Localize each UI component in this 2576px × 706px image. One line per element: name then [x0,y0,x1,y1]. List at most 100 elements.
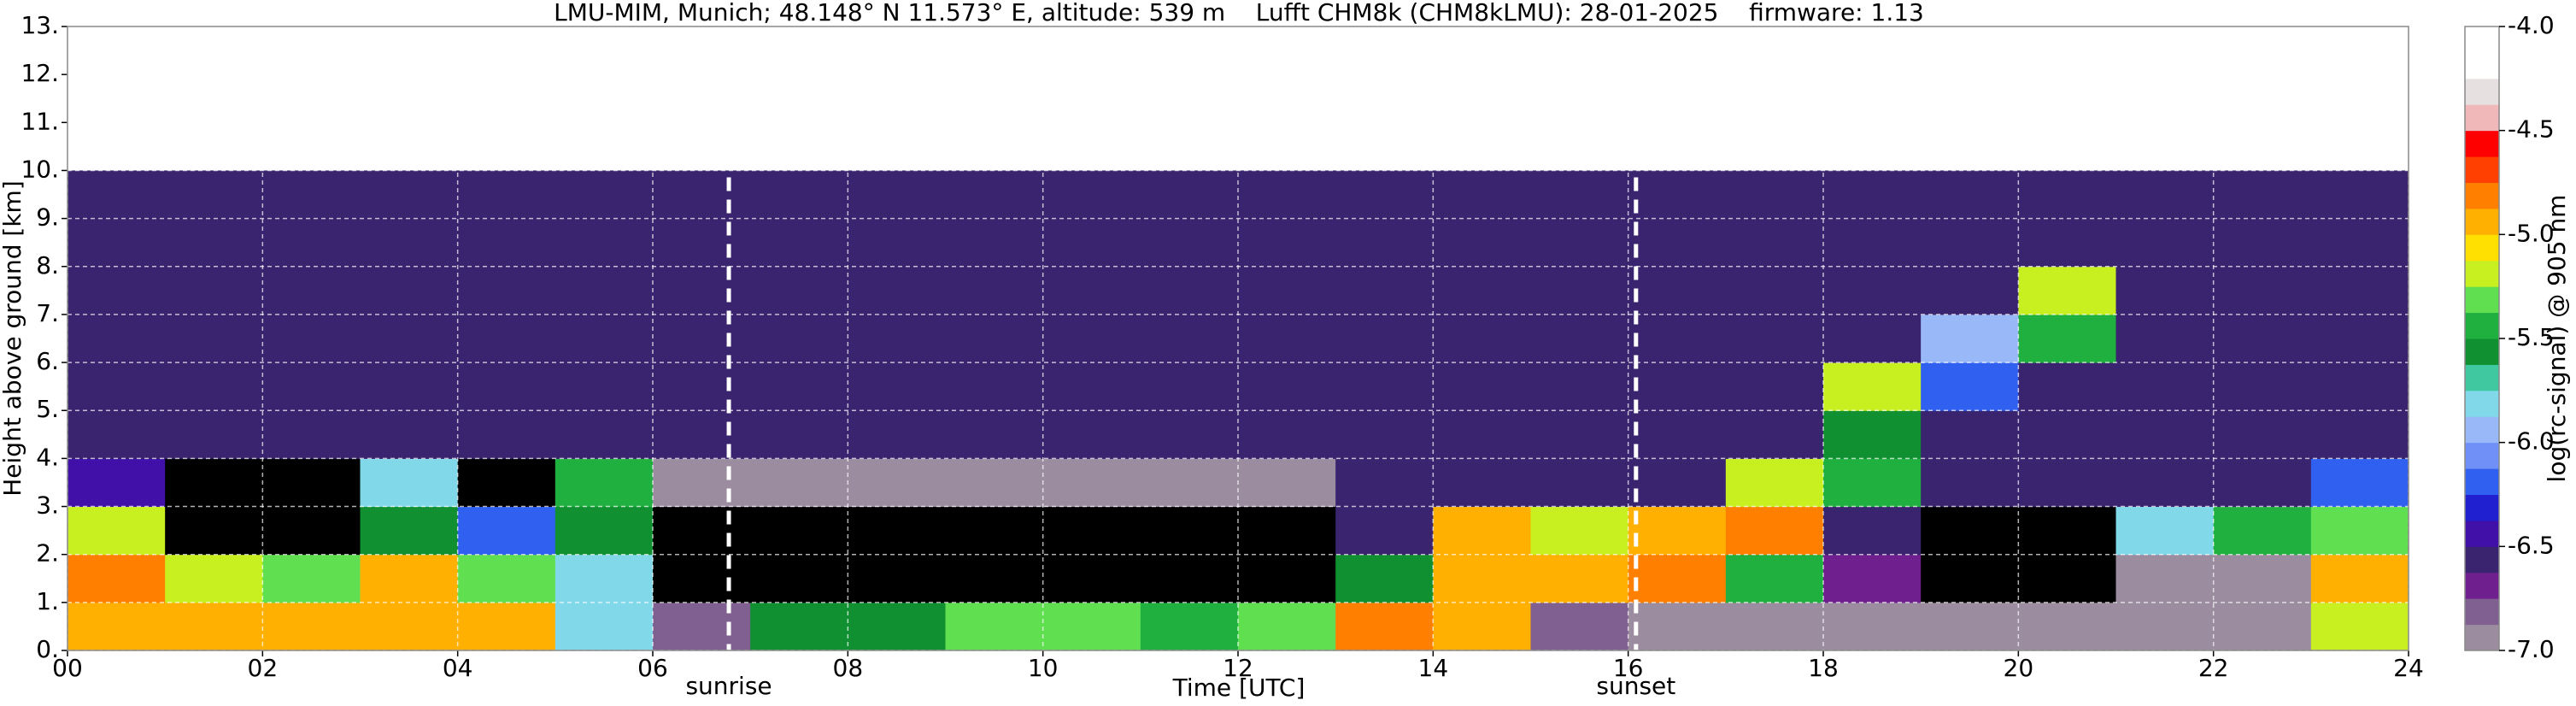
colorbar-tick-label: -4.0 [2508,11,2555,39]
heat-cell [750,410,848,459]
heat-cell [848,314,946,363]
heat-cell [1921,554,2019,603]
heat-cell [1042,314,1141,363]
colorbar-swatch [2465,624,2499,651]
heat-cell [2310,266,2409,315]
heat-cell [653,554,751,603]
y-tick-label: 4. [36,443,59,471]
heat-cell [262,218,361,268]
heat-cell [1140,410,1239,459]
y-tick-label: 2. [36,539,59,568]
heat-cell [750,506,848,556]
heat-cell [2310,362,2409,411]
heat-cell [2213,218,2312,268]
heat-cell [67,506,166,556]
heat-cell [360,602,459,651]
heat-cell [1530,266,1629,315]
heat-cell [2213,266,2312,315]
heat-cell [67,218,166,268]
heat-cell [848,218,946,268]
colorbar-swatch [2465,130,2499,157]
colorbar-swatch [2465,468,2499,495]
heat-cell [67,458,166,508]
colorbar-swatch [2465,78,2499,105]
x-tick-label: 12 [1223,654,1253,682]
x-tick-label: 22 [2198,654,2229,682]
colorbar-tick-label: -6.5 [2508,531,2555,559]
heat-cell [1238,170,1336,220]
heat-cell [360,362,459,411]
chart-title: LMU-MIM, Munich; 48.148° N 11.573° E, al… [554,0,1924,26]
heat-cell [2213,314,2312,363]
heat-cell [1823,314,1922,363]
heat-cell [457,602,556,651]
heat-cell [945,602,1044,651]
heat-cell [653,170,751,220]
colorbar-swatch [2465,182,2499,209]
heat-cell [1042,554,1141,603]
heat-cell [1628,458,1727,508]
colorbar-tick-label: -5.0 [2508,219,2555,247]
heat-cell [653,602,751,651]
heat-cell [2018,218,2116,268]
heat-cell [1335,218,1434,268]
heat-cell [457,506,556,556]
heat-cell [750,314,848,363]
heat-cell [2018,362,2116,411]
heat-cell [848,266,946,315]
heat-cell [262,170,361,220]
heat-cell [1140,218,1239,268]
heat-cell [165,410,263,459]
heat-cell [945,410,1044,459]
heat-cell [945,506,1044,556]
heat-cell [1823,266,1922,315]
heat-cell [2310,458,2409,508]
heat-cell [848,410,946,459]
heat-cell [1628,314,1727,363]
colorbar-label: log(rc-signal) @ 905 nm [2543,195,2571,483]
heat-cell [1140,362,1239,411]
x-tick-label: 00 [52,654,83,682]
heat-cell [1628,266,1727,315]
colorbar-swatch [2465,26,2499,53]
colorbar-swatch [2465,390,2499,417]
x-tick-label: 16 [1613,654,1644,682]
heat-cell [1238,602,1336,651]
heat-cell [848,170,946,220]
heat-cell [555,602,654,651]
heat-cell [360,218,459,268]
heat-cell [1433,554,1531,603]
heat-cell [2115,554,2215,603]
heat-cell [262,410,361,459]
y-tick-label: 6. [36,347,59,375]
colorbar-swatch [2465,442,2499,469]
heat-cell [1628,170,1727,220]
heat-cell [1140,602,1239,651]
heat-cell [1335,266,1434,315]
colorbar-swatch [2465,260,2499,287]
y-tick-label: 1. [36,587,59,615]
heat-cell [2018,266,2116,315]
heat-cell [1823,602,1922,651]
heat-cell [1530,410,1629,459]
heat-cell [1238,554,1336,603]
heat-cell [1823,362,1922,411]
heat-cell [750,266,848,315]
colorbar-tick-label: -5.5 [2508,323,2555,351]
heat-cell [1433,218,1531,268]
heat-cell [1433,170,1531,220]
heat-cell [555,506,654,556]
heat-cell [1530,554,1629,603]
heat-cell [1140,314,1239,363]
heat-cell [1042,362,1141,411]
heat-cell [555,458,654,508]
heat-cell [457,458,556,508]
heat-cell [2310,410,2409,459]
heat-cell [1140,458,1239,508]
x-tick-label: 20 [2004,654,2034,682]
y-tick-label: 12. [21,59,59,87]
y-tick-label: 13. [21,11,59,39]
x-tick-label: 04 [443,654,473,682]
heat-cell [67,314,166,363]
heat-cell [2018,458,2116,508]
